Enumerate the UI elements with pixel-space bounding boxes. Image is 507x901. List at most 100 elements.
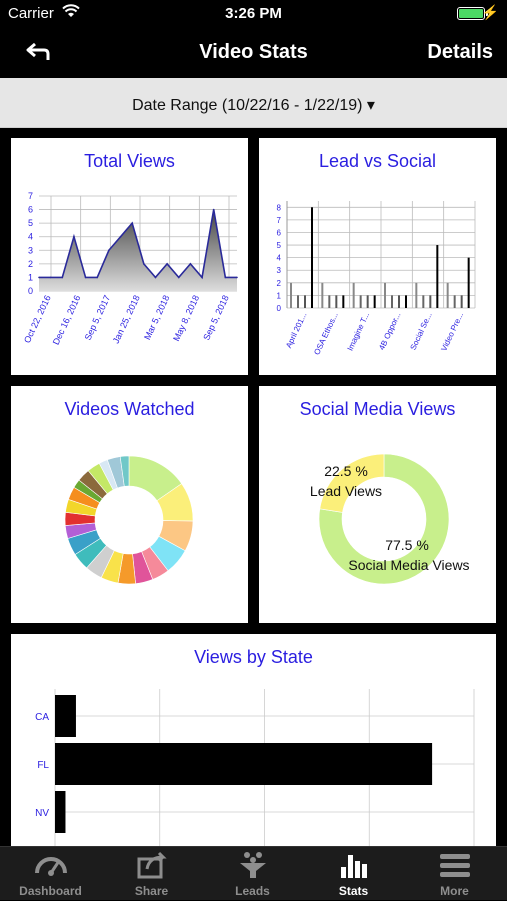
nav-bar: Video Stats Details — [0, 28, 507, 78]
x-tick-label: Sep 5, 2018 — [201, 294, 231, 342]
bar — [304, 295, 306, 308]
y-tick-label: 8 — [277, 203, 282, 212]
videos-watched-card: Videos Watched — [11, 386, 248, 623]
y-tick-label: 7 — [277, 216, 282, 225]
y-tick-label: 0 — [277, 304, 282, 313]
bar — [429, 295, 432, 308]
y-tick-label: 5 — [277, 241, 282, 250]
tab-dashboard[interactable]: Dashboard — [0, 847, 101, 901]
charging-icon: ⚡ — [481, 4, 499, 20]
social-media-views-title: Social Media Views — [299, 399, 456, 419]
bar — [342, 295, 345, 308]
data-point — [49, 276, 52, 279]
data-point — [73, 235, 75, 238]
lead-series-label: Lead Views — [310, 483, 382, 499]
data-point — [108, 249, 110, 252]
data-point — [177, 276, 180, 279]
y-tick-label: 4 — [28, 232, 33, 242]
x-tick-label: Oct 22, 2016 — [22, 294, 53, 345]
bar — [328, 295, 331, 308]
tab-stats[interactable]: Stats — [303, 847, 404, 901]
data-point — [96, 276, 99, 279]
bar — [460, 295, 463, 308]
total-views-title: Total Views — [84, 151, 175, 171]
data-point — [212, 208, 215, 211]
tab-stats-label: Stats — [338, 884, 369, 898]
x-tick-label: Imagine T... — [346, 311, 372, 352]
x-tick-label: Video Pre... — [439, 311, 465, 353]
x-tick-label: April 201... — [284, 311, 308, 349]
battery-icon — [457, 7, 488, 20]
area-line — [39, 209, 237, 280]
data-point — [166, 263, 168, 265]
data-point — [143, 263, 145, 265]
tab-share-label: Share — [134, 884, 169, 898]
bar — [311, 207, 313, 308]
y-tick-label: 2 — [28, 259, 33, 269]
data-point — [61, 276, 64, 279]
date-range-label: Date Range (10/22/16 - 1/22/19) ▾ — [132, 97, 375, 114]
data-point — [224, 276, 227, 279]
gauge-icon — [35, 857, 67, 876]
details-button[interactable]: Details — [427, 41, 493, 63]
bar — [335, 295, 338, 308]
x-tick-label: Mar 5, 2018 — [142, 294, 171, 342]
views-by-state-card: Views by State CA FL NV — [11, 634, 496, 846]
tab-share[interactable]: Share — [101, 847, 202, 901]
bar — [391, 295, 393, 308]
carrier-label: Carrier — [8, 5, 54, 22]
share-icon — [137, 851, 167, 879]
stats-content: Total Views 0 1 2 3 4 5 6 7 Oct 22, 2016 Dec 16, … — [0, 128, 507, 846]
y-tick-label: 1 — [277, 291, 282, 300]
y-tick-label: 0 — [28, 286, 33, 296]
x-tick-label: Dec 16, 2016 — [51, 294, 83, 347]
bar — [55, 791, 66, 833]
data-point — [119, 235, 122, 238]
bar — [55, 695, 76, 737]
social-series-label: Social Media Views — [348, 557, 469, 573]
y-tick-label: FL — [37, 760, 49, 771]
data-point — [201, 276, 203, 279]
y-tick-label: 2 — [277, 279, 282, 288]
data-point — [189, 263, 192, 265]
area-fill — [39, 209, 237, 291]
data-point — [154, 276, 157, 279]
y-tick-label: 4 — [277, 254, 282, 263]
bar — [366, 295, 369, 308]
bar — [446, 282, 449, 308]
y-tick-label: CA — [35, 712, 49, 723]
bar — [422, 295, 425, 308]
y-tick-label: 6 — [28, 205, 33, 215]
tab-more-label: More — [440, 884, 469, 898]
tab-more[interactable]: More — [404, 847, 505, 901]
lead-vs-social-title: Lead vs Social — [318, 151, 437, 171]
lead-percent-label: 22.5 % — [324, 463, 368, 479]
videos-watched-title: Videos Watched — [64, 399, 195, 419]
bar — [384, 282, 386, 308]
bar — [415, 282, 418, 308]
bar-chart-icon — [341, 855, 367, 878]
page-title: Video Stats — [199, 41, 308, 63]
tab-leads-label: Leads — [235, 884, 270, 898]
social-media-views-chart: 77.5 % Social Media Views 22.5 % Lead Views — [310, 453, 470, 585]
funnel-icon — [240, 852, 266, 878]
videos-watched-slice — [119, 455, 130, 487]
lead-vs-social-chart: 0 1 2 3 4 5 6 7 8 April 201... OSA Ethos... Imagine… — [277, 201, 476, 356]
x-tick-label: Jan 25, 2018 — [111, 294, 142, 345]
menu-icon — [440, 854, 470, 877]
x-tick-label: OSA Ethos... — [312, 311, 340, 356]
views-by-state-chart: CA FL NV — [35, 689, 475, 846]
back-arrow-icon[interactable] — [24, 38, 52, 66]
bar — [373, 295, 376, 308]
bar — [436, 245, 439, 308]
tab-dashboard-label: Dashboard — [19, 884, 82, 898]
social-media-slice — [319, 453, 385, 513]
bar — [352, 282, 355, 308]
x-tick-label: 4B Oppor... — [377, 311, 402, 351]
data-point — [236, 276, 238, 279]
bar — [321, 282, 324, 308]
views-by-state-title: Views by State — [194, 647, 313, 667]
status-bar: Carrier 3:26 PM ⚡ — [0, 0, 507, 28]
tab-leads[interactable]: Leads — [202, 847, 303, 901]
date-range-selector[interactable]: Date Range (10/22/16 - 1/22/19) ▾ — [0, 78, 507, 128]
